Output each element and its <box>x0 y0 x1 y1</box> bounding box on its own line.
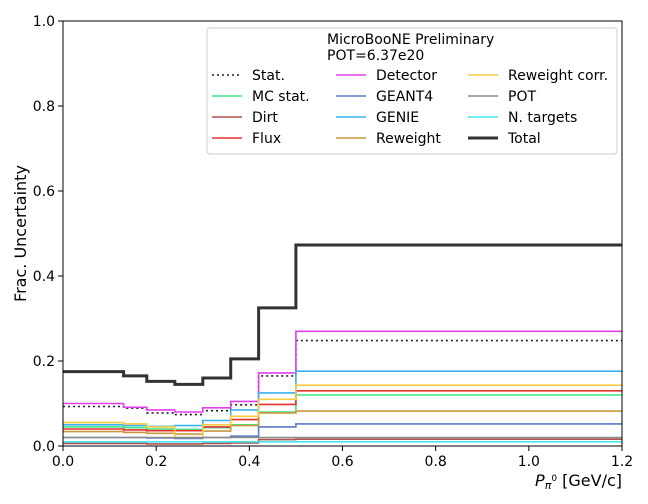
legend-label-flux: Flux <box>252 131 281 147</box>
y-axis-label: Frac. Uncertainty <box>11 165 30 302</box>
series-line-reweight-corr <box>63 384 622 439</box>
legend-title-experiment: MicroBooNE Preliminary <box>327 32 494 48</box>
legend-label-genie: GENIE <box>376 110 419 126</box>
legend-label-mc-stat: MC stat. <box>252 89 310 105</box>
x-tick-label: 0.4 <box>238 454 260 470</box>
legend-box <box>206 27 618 155</box>
x-tick-label: 1.2 <box>611 454 633 470</box>
legend-label-detector: Detector <box>376 68 437 84</box>
x-tick-label: 0.6 <box>331 454 353 470</box>
legend-label-pot: POT <box>508 89 536 105</box>
series-line-total <box>63 243 622 386</box>
legend-label-n-targets: N. targets <box>508 110 577 126</box>
x-tick-label: 0.2 <box>145 454 167 470</box>
x-axis-label-main: P <box>535 471 545 490</box>
series-line-dirt <box>63 438 622 445</box>
x-tick-label: 1.0 <box>518 454 540 470</box>
legend-label-dirt: Dirt <box>252 110 278 126</box>
series-line-detector <box>63 330 622 413</box>
series-layer <box>63 243 622 445</box>
y-tick-label: 0.8 <box>33 99 55 115</box>
series-line-stat <box>63 339 622 416</box>
legend-label-total: Total <box>507 131 541 147</box>
legend-label-reweight: Reweight <box>376 131 441 147</box>
x-tick-label: 0.0 <box>52 454 74 470</box>
x-axis-label-unit: [GeV/c] <box>557 471 622 490</box>
ticks-layer: 0.0 0.2 0.4 0.6 0.8 1.0 1.2 0.0 0.2 0.4 0.6 0.8 1.0 <box>33 14 633 470</box>
x-tick-label: 0.8 <box>425 454 447 470</box>
y-tick-label: 0.4 <box>33 269 55 285</box>
y-tick-label: 0.0 <box>33 439 55 455</box>
y-tick-label: 0.6 <box>33 184 55 200</box>
series-line-genie <box>63 370 622 428</box>
x-axis-label: Pπ0 [GeV/c] <box>535 471 622 492</box>
legend-entries: Stat. MC stat. Dirt Flux Detector GEANT4 GENIE… <box>212 68 608 147</box>
legend-title-pot: POT=6.37e20 <box>327 48 424 64</box>
y-tick-label: 1.0 <box>33 14 55 30</box>
legend-label-geant4: GEANT4 <box>376 89 433 105</box>
legend-label-reweight-corr: Reweight corr. <box>508 68 608 84</box>
y-tick-label: 0.2 <box>33 354 55 370</box>
x-axis-label-sub: π <box>545 479 552 492</box>
x-axis-label-sup: 0 <box>551 474 557 484</box>
legend-label-stat: Stat. <box>252 68 285 84</box>
legend: MicroBooNE Preliminary POT=6.37e20 Stat.… <box>206 27 618 155</box>
